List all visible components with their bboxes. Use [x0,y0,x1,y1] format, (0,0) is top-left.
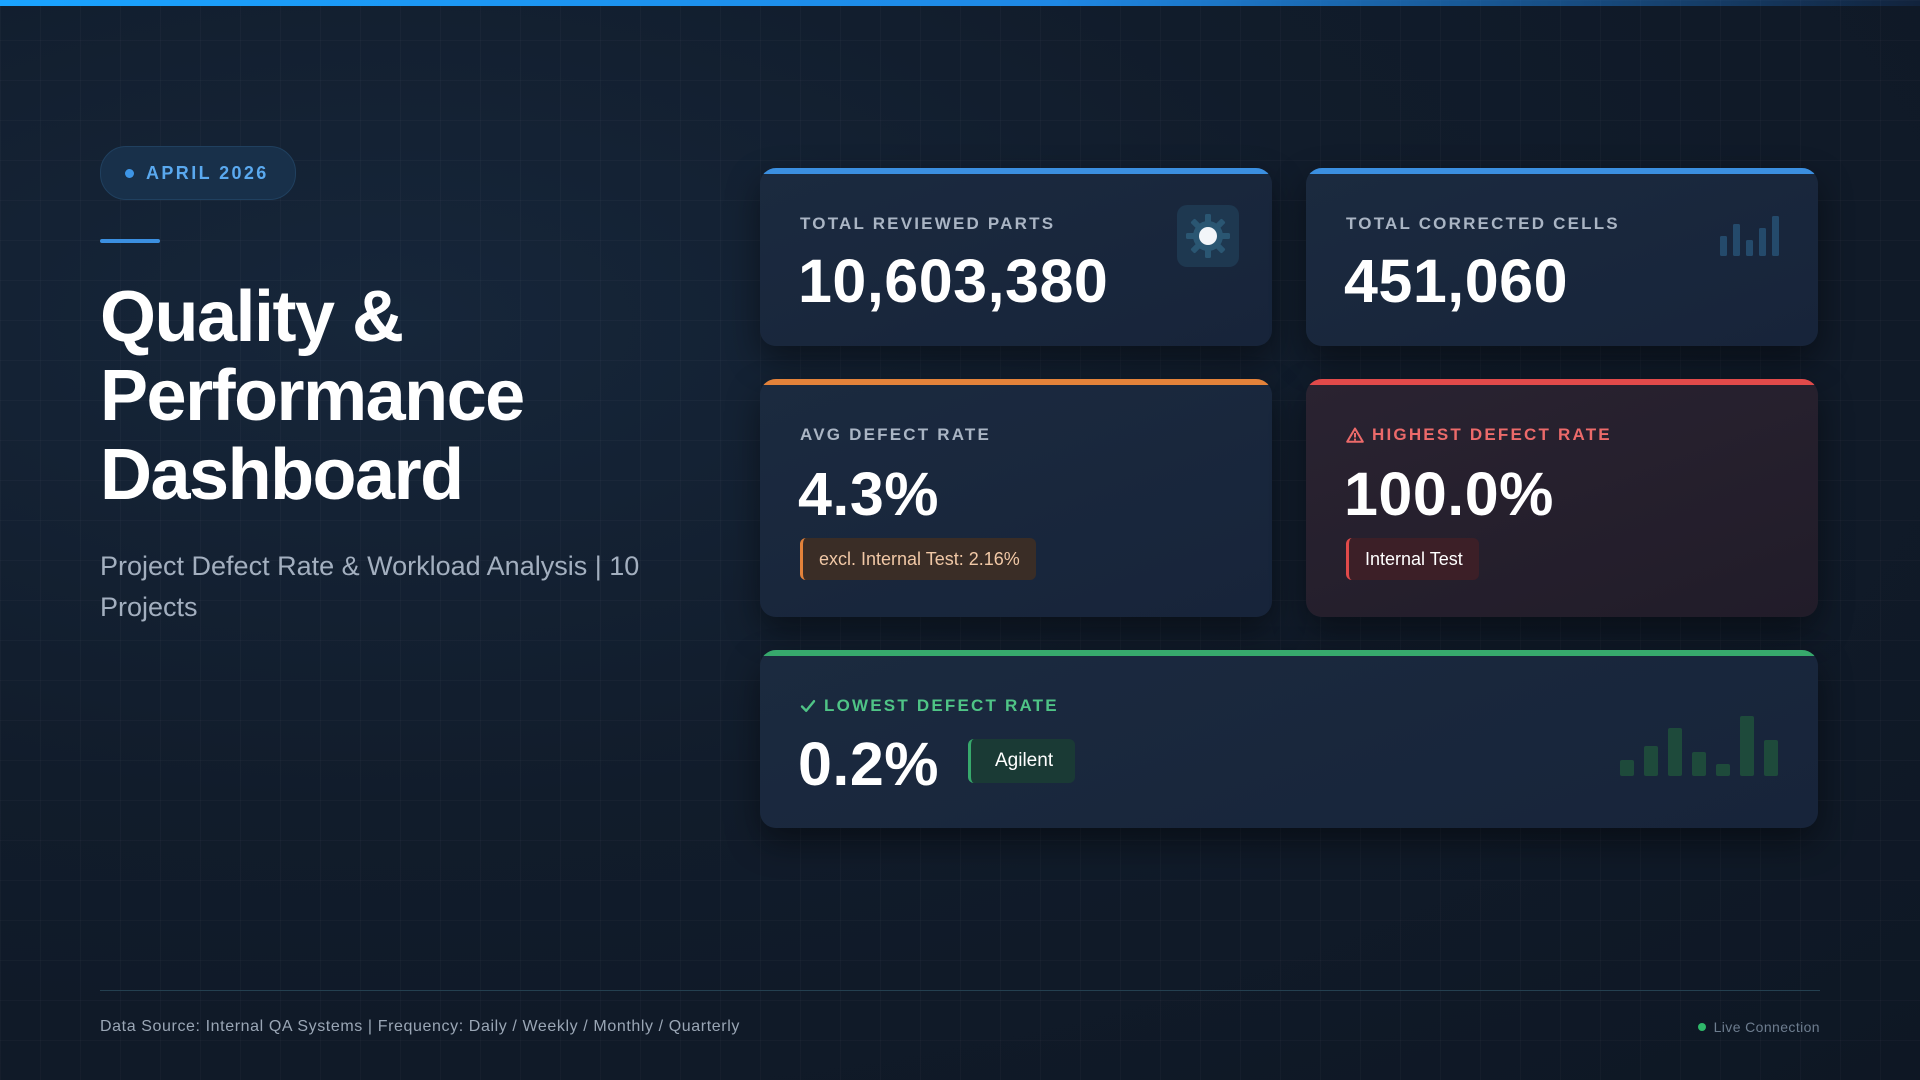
status-dot-icon [1697,1023,1706,1031]
card-accent-bar [1306,168,1818,174]
card-accent-bar [760,168,1272,174]
check-icon [800,700,816,712]
live-connection-label: Live Connection [1713,1019,1820,1035]
card-avg-defect-rate: AVG DEFECT RATE 4.3% excl. Internal Test… [760,379,1272,617]
footer-data-source: Data Source: Internal QA Systems | Frequ… [100,1018,740,1035]
highest-defect-project-chip: Internal Test [1346,538,1479,580]
lowest-defect-project-chip: Agilent [968,739,1076,783]
card-total-reviewed-parts: TOTAL REVIEWED PARTS 10,603,380 [760,168,1272,346]
period-dot-icon [125,168,134,178]
card-label: AVG DEFECT RATE [800,425,992,444]
card-accent-bar [1306,379,1818,385]
bar-chart-icon [1720,216,1779,256]
gear-icon [1177,205,1239,267]
decorative-bars-icon [1620,716,1778,776]
card-label: TOTAL CORRECTED CELLS [1346,214,1620,233]
top-accent-bar [0,0,1920,6]
avg-defect-note-chip: excl. Internal Test: 2.16% [800,538,1036,580]
card-value: 4.3% [798,460,940,528]
footer-divider [100,990,1820,991]
title-accent-line [100,239,160,243]
card-total-corrected-cells: TOTAL CORRECTED CELLS 451,060 [1306,168,1818,346]
card-value: 0.2% [798,730,940,798]
warning-icon [1346,427,1364,443]
period-badge: APRIL 2026 [100,146,296,200]
card-accent-bar [760,650,1818,656]
card-label: TOTAL REVIEWED PARTS [800,214,1056,233]
live-connection-status: Live Connection [1697,1019,1820,1035]
card-accent-bar [760,379,1272,385]
page-title: Quality & Performance Dashboard [100,277,525,515]
card-value: 100.0% [1344,460,1554,528]
card-label: HIGHEST DEFECT RATE [1346,425,1612,445]
card-value: 10,603,380 [798,247,1109,315]
period-label: APRIL 2026 [146,162,269,183]
card-lowest-defect-rate: LOWEST DEFECT RATE 0.2% Agilent [760,650,1818,828]
card-label: LOWEST DEFECT RATE [800,696,1059,716]
card-value: 451,060 [1344,247,1568,315]
card-label-text: LOWEST DEFECT RATE [824,696,1059,715]
card-highest-defect-rate: HIGHEST DEFECT RATE 100.0% Internal Test [1306,379,1818,617]
page-subtitle: Project Defect Rate & Workload Analysis … [100,551,640,622]
card-label-text: HIGHEST DEFECT RATE [1372,425,1612,444]
